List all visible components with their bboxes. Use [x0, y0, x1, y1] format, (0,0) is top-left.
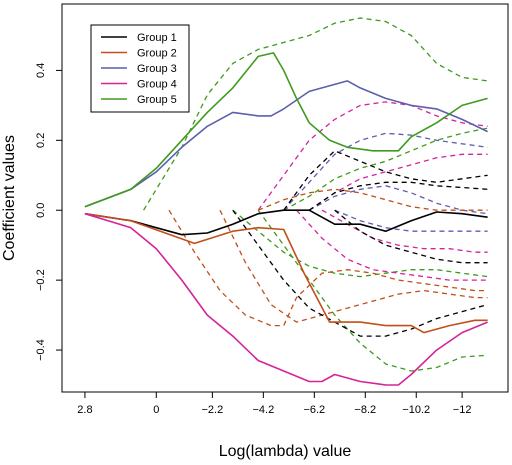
x-axis-title: Log(lambda) value — [219, 443, 352, 460]
legend-label-group-2: Group 2 — [137, 48, 177, 60]
y-tick-label: −0.4 — [35, 339, 47, 361]
y-tick-label: 0.4 — [35, 63, 47, 78]
series-line-group-3-dashed — [308, 185, 488, 215]
y-tick-label: −0.2 — [35, 269, 47, 291]
series-line-group-1-dashed — [308, 181, 488, 211]
series-line-group-1-dashed — [232, 209, 488, 337]
series-line-group-4-dashed — [296, 209, 488, 281]
x-tick-label: 0 — [153, 404, 159, 416]
series-line-group-1 — [84, 209, 488, 236]
x-tick-label: 2.8 — [77, 404, 92, 416]
series-line-group-3-dashed — [283, 132, 488, 211]
series-line-group-1-dashed — [283, 150, 488, 211]
series-line-group-2 — [84, 212, 488, 334]
series-line-group-5-dashed — [232, 209, 488, 278]
x-tick-label: −10.2 — [402, 404, 430, 416]
y-tick-label: 0.2 — [35, 133, 47, 148]
x-axis: 2.8 0 −2.2 −4.2 −6.2 −8.2 −10.2 −12 — [77, 392, 471, 416]
series-line-group-5 — [84, 52, 488, 208]
x-tick-label: −6.2 — [303, 404, 325, 416]
series-line-group-4-dashed — [257, 101, 488, 211]
legend: Group 1 Group 2 Group 3 Group 4 Group 5 — [90, 24, 190, 113]
legend-label-group-4: Group 4 — [137, 79, 177, 91]
x-tick-label: −8.2 — [354, 404, 376, 416]
series-line-group-5-dashed — [283, 127, 488, 211]
series-line-group-4-dashed — [308, 153, 488, 211]
x-tick-label: −12 — [453, 404, 472, 416]
series-line-group-4 — [84, 212, 488, 386]
series-line-group-1-dashed — [334, 209, 488, 264]
series-line-group-5-dashed — [257, 209, 488, 372]
series-line-group-2-dashed — [257, 188, 488, 211]
legend-label-group-3: Group 3 — [137, 63, 177, 75]
series-line-group-3 — [84, 80, 488, 208]
series-line-group-2-dashed — [219, 209, 488, 323]
y-axis-title: Coefficient values — [1, 135, 18, 261]
plot-frame — [61, 3, 509, 393]
series-line-group-2-dashed — [168, 209, 488, 327]
y-axis: −0.4 −0.2 0.0 0.2 0.4 — [35, 63, 62, 361]
legend-label-group-1: Group 1 — [137, 32, 177, 44]
legend-label-group-5: Group 5 — [137, 94, 177, 106]
series-line-group-5-dashed — [143, 17, 488, 211]
series-line-group-3-dashed — [334, 209, 488, 232]
x-tick-label: −2.2 — [202, 404, 224, 416]
series-layer — [84, 17, 488, 386]
series-line-group-4-dashed — [321, 209, 488, 253]
x-tick-label: −4.2 — [252, 404, 274, 416]
y-tick-label: 0.0 — [35, 203, 47, 218]
